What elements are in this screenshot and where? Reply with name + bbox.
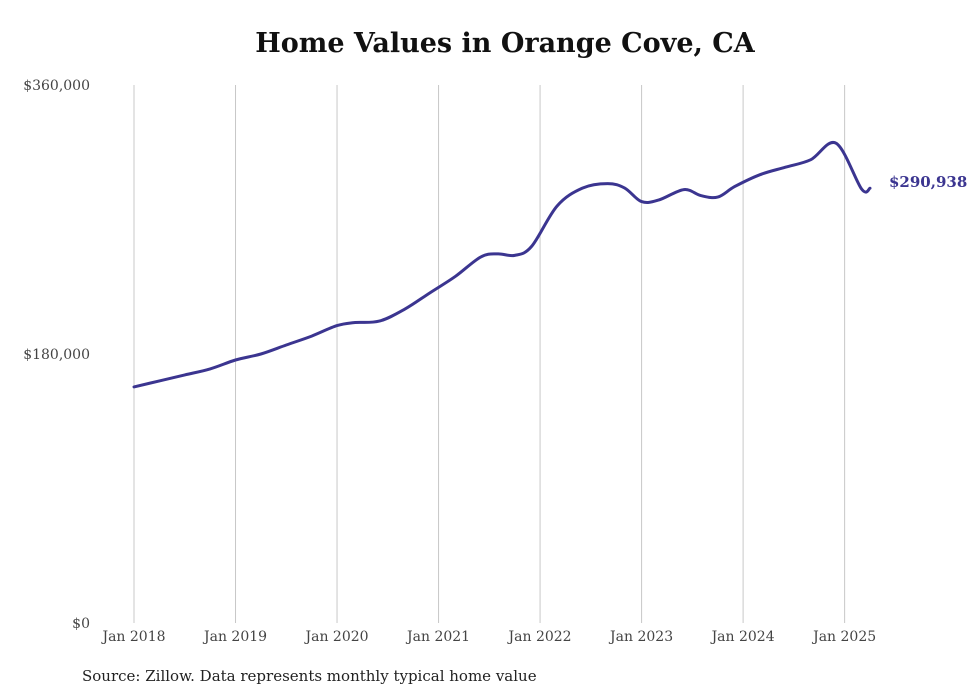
x-tick-label: Jan 2019 <box>202 629 267 645</box>
y-tick-label: $0 <box>72 616 90 632</box>
x-tick-label: Jan 2021 <box>405 629 470 645</box>
x-tick-label: Jan 2022 <box>507 629 572 645</box>
x-tick-label: Jan 2018 <box>100 629 165 645</box>
gridlines <box>133 85 846 623</box>
series-line <box>132 140 872 389</box>
y-tick-label: $180,000 <box>23 347 90 363</box>
end-value-label: $290,938 <box>889 173 967 191</box>
x-tick-label: Jan 2025 <box>811 629 876 645</box>
chart-title: Home Values in Orange Cove, CA <box>255 28 755 59</box>
x-tick-label: Jan 2024 <box>710 629 775 645</box>
source-note: Source: Zillow. Data represents monthly … <box>82 667 537 685</box>
series-layer: $290,938 <box>132 140 967 389</box>
x-tick-label: Jan 2020 <box>304 629 369 645</box>
y-axis-ticks: $0 $180,000 $360,000 <box>23 78 90 632</box>
y-tick-label: $360,000 <box>23 78 90 94</box>
x-axis-ticks: Jan 2018 Jan 2019 Jan 2020 Jan 2021 Jan 2022… <box>100 629 876 645</box>
x-tick-label: Jan 2023 <box>608 629 673 645</box>
